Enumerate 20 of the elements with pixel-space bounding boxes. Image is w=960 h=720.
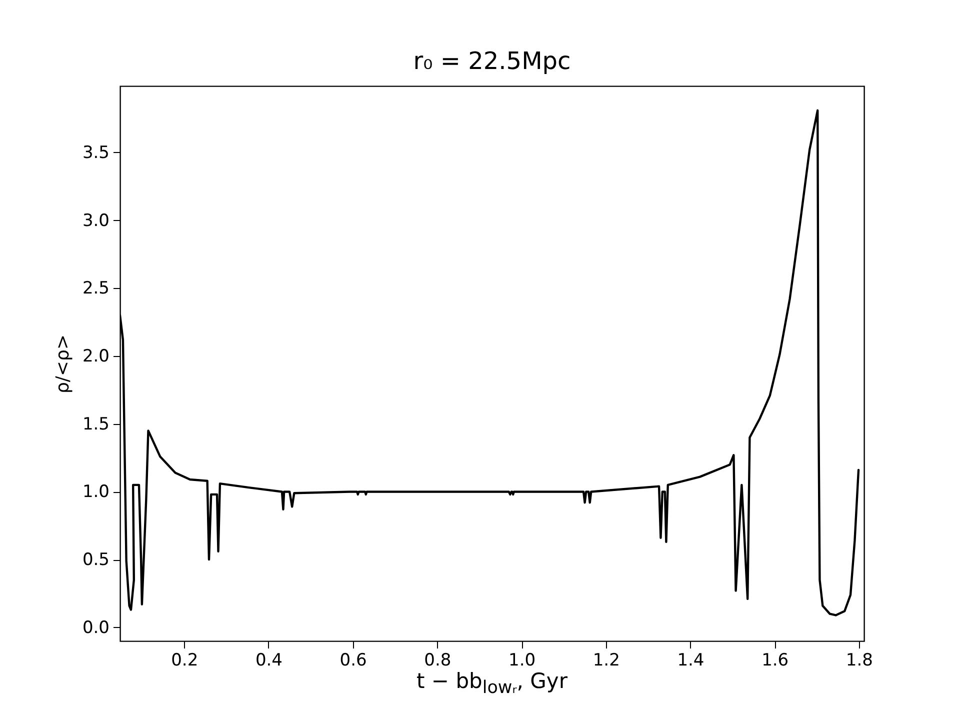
x-tick-label: 1.8 [846,650,873,670]
x-tick-label: 1.6 [762,650,789,670]
x-tick-label: 1.2 [592,650,620,670]
x-tick-label: 0.4 [255,650,282,670]
y-tick-label: 3.5 [82,142,110,163]
y-tick-label: 2.5 [82,278,110,299]
x-tick-label: 0.6 [340,650,367,670]
x-tick-label: 0.2 [171,650,198,670]
y-tick-label: 0.0 [82,618,110,638]
y-tick-label: 2.0 [82,346,110,367]
y-tick-label: 1.5 [82,414,110,434]
chart-title: r₀ = 22.5Mpc [413,47,571,75]
y-tick-label: 3.0 [82,210,110,231]
x-tick-label: 1.4 [677,650,704,670]
x-tick-label: 1.0 [508,650,536,670]
y-tick-label: 1.0 [82,482,110,502]
y-tick-label: 0.5 [82,550,110,570]
x-axis-title: t − bb$_{lowᵣ}$, Gyr [416,669,568,698]
x-tick-label: 0.8 [424,650,452,670]
y-axis-title: ρ/<ρ> [52,334,74,394]
